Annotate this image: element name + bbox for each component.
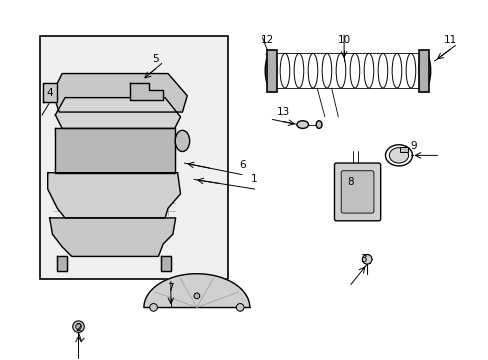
Circle shape [149, 303, 157, 311]
Polygon shape [143, 274, 249, 307]
Text: 1: 1 [251, 174, 257, 184]
Ellipse shape [296, 121, 308, 129]
Ellipse shape [388, 148, 408, 163]
FancyBboxPatch shape [334, 163, 380, 221]
Text: 11: 11 [443, 35, 456, 45]
Text: 7: 7 [167, 283, 174, 293]
Ellipse shape [418, 53, 430, 88]
Polygon shape [55, 98, 180, 129]
Bar [266, 50, 276, 92]
Text: 6: 6 [238, 160, 245, 170]
Text: 4: 4 [46, 87, 53, 98]
Bar [418, 50, 428, 92]
Circle shape [76, 324, 81, 329]
Polygon shape [129, 83, 163, 100]
Polygon shape [161, 256, 170, 271]
Circle shape [73, 321, 84, 332]
Polygon shape [43, 83, 57, 103]
Circle shape [362, 255, 371, 264]
Ellipse shape [316, 121, 321, 129]
Polygon shape [48, 173, 180, 218]
Text: 13: 13 [276, 107, 289, 117]
Bar [399, 147, 407, 153]
Text: 3: 3 [359, 254, 366, 264]
Ellipse shape [175, 130, 189, 152]
Circle shape [194, 293, 199, 299]
Text: 2: 2 [75, 323, 81, 333]
Ellipse shape [264, 53, 276, 88]
Circle shape [236, 303, 244, 311]
Text: 9: 9 [409, 140, 416, 150]
Text: 8: 8 [347, 177, 353, 187]
FancyBboxPatch shape [341, 171, 373, 213]
Text: 10: 10 [337, 35, 350, 45]
Polygon shape [49, 218, 175, 256]
Text: 5: 5 [152, 54, 159, 64]
Polygon shape [57, 256, 67, 271]
Polygon shape [52, 73, 187, 112]
Text: 12: 12 [260, 35, 273, 45]
Bar [40, 36, 227, 279]
Polygon shape [55, 129, 174, 173]
